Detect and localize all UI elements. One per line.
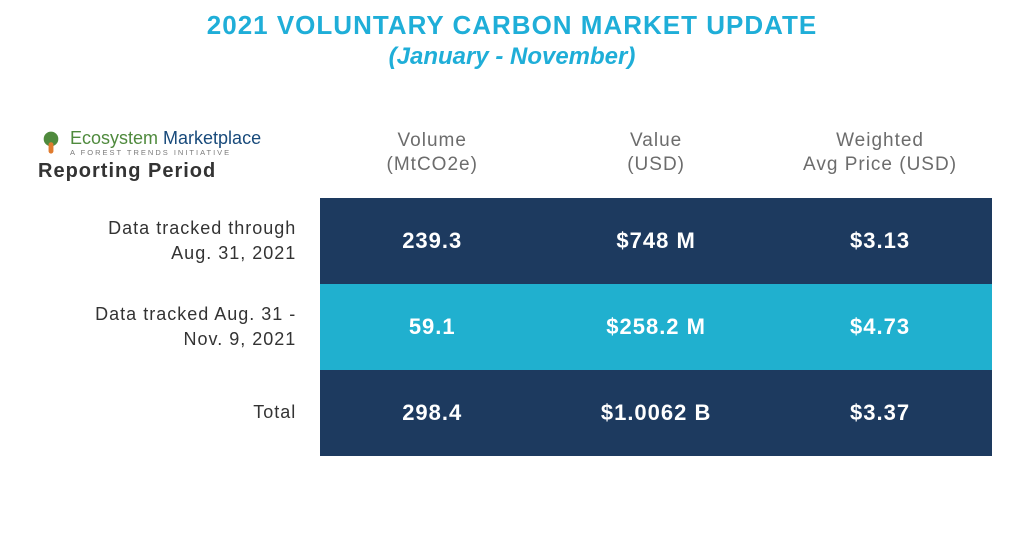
cell-price: $3.13 bbox=[768, 198, 992, 284]
header-reporting-period: Ecosystem Marketplace A FOREST TRENDS IN… bbox=[32, 121, 320, 198]
column-label-volume: Volume (MtCO2e) bbox=[320, 121, 544, 198]
cell-value: $258.2 M bbox=[544, 284, 768, 370]
column-label-period: Reporting Period bbox=[38, 159, 314, 184]
cell-value: $748 M bbox=[544, 198, 768, 284]
row-label: Data tracked through Aug. 31, 2021 bbox=[32, 198, 320, 284]
tree-icon bbox=[38, 130, 64, 156]
cell-price: $3.37 bbox=[768, 370, 992, 456]
column-label-price: Weighted Avg Price (USD) bbox=[768, 121, 992, 198]
table-body: Data tracked through Aug. 31, 2021 239.3… bbox=[32, 198, 992, 456]
page-title: 2021 VOLUNTARY CARBON MARKET UPDATE bbox=[0, 10, 1024, 41]
logo-text: Ecosystem Marketplace A FOREST TRENDS IN… bbox=[70, 129, 261, 157]
logo-tagline: A FOREST TRENDS INITIATIVE bbox=[70, 149, 261, 157]
cell-value: $1.0062 B bbox=[544, 370, 768, 456]
row-label: Total bbox=[32, 370, 320, 456]
cell-volume: 239.3 bbox=[320, 198, 544, 284]
row-label: Data tracked Aug. 31 - Nov. 9, 2021 bbox=[32, 284, 320, 370]
market-table-container: Ecosystem Marketplace A FOREST TRENDS IN… bbox=[32, 121, 992, 456]
cell-volume: 298.4 bbox=[320, 370, 544, 456]
table-header-row: Ecosystem Marketplace A FOREST TRENDS IN… bbox=[32, 121, 992, 198]
cell-volume: 59.1 bbox=[320, 284, 544, 370]
logo-wordmark: Ecosystem Marketplace bbox=[70, 129, 261, 147]
column-label-value: Value (USD) bbox=[544, 121, 768, 198]
table-row: Data tracked through Aug. 31, 2021 239.3… bbox=[32, 198, 992, 284]
table-row: Total 298.4 $1.0062 B $3.37 bbox=[32, 370, 992, 456]
title-block: 2021 VOLUNTARY CARBON MARKET UPDATE (Jan… bbox=[0, 0, 1024, 71]
market-table: Ecosystem Marketplace A FOREST TRENDS IN… bbox=[32, 121, 992, 456]
table-row: Data tracked Aug. 31 - Nov. 9, 2021 59.1… bbox=[32, 284, 992, 370]
page-subtitle: (January - November) bbox=[0, 43, 1024, 71]
cell-price: $4.73 bbox=[768, 284, 992, 370]
ecosystem-marketplace-logo: Ecosystem Marketplace A FOREST TRENDS IN… bbox=[38, 129, 314, 157]
